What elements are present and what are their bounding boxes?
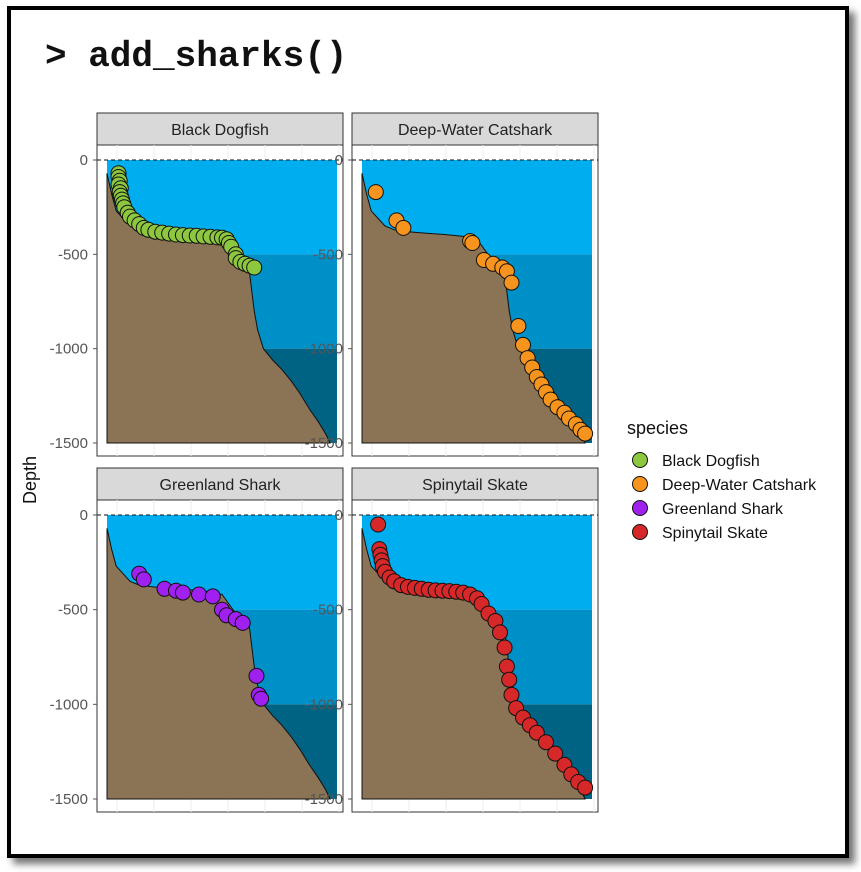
- legend-label: Greenland Shark: [662, 501, 784, 518]
- legend-key: [632, 452, 648, 468]
- panel-1: Black Dogfish 0 -500 -1000 -1500: [50, 112, 344, 457]
- legend-key: [632, 524, 648, 540]
- y-tick-label: -1500: [50, 435, 88, 452]
- y-tick-label: -1000: [50, 341, 88, 358]
- data-point: [370, 516, 387, 533]
- data-point: [191, 586, 207, 603]
- data-point: [395, 219, 412, 236]
- panel-strip-label: Spinytail Skate: [422, 477, 528, 494]
- legend-title: species: [627, 418, 688, 438]
- y-tick-label: -1500: [50, 791, 88, 808]
- y-tick-label: 0: [335, 152, 343, 169]
- panel-2: Deep-Water Catshark 0 -500 -1000 -1500: [305, 112, 599, 457]
- legend-key: [632, 476, 648, 492]
- data-point: [503, 274, 520, 291]
- data-point: [174, 584, 191, 601]
- panel-strip: [351, 112, 599, 146]
- panel-strip-label: Deep-Water Catshark: [398, 122, 553, 139]
- data-point: [367, 184, 384, 201]
- page-title: > add_sharks(): [45, 36, 348, 77]
- legend-label: Spinytail Skate: [662, 525, 768, 542]
- y-tick-label: -500: [313, 246, 343, 263]
- panel-strip: [351, 467, 599, 501]
- data-point: [538, 734, 554, 751]
- y-tick-label: 0: [335, 507, 343, 524]
- panel-strip-label: Greenland Shark: [160, 477, 282, 494]
- data-point: [496, 639, 513, 656]
- y-tick-label: -1500: [305, 435, 343, 452]
- y-tick-label: 0: [80, 507, 88, 524]
- data-point: [246, 259, 263, 276]
- panel-3: Greenland Shark 0 -500 -1000 -1500: [50, 467, 344, 813]
- data-point: [501, 671, 518, 688]
- y-tick-label: -500: [58, 246, 88, 263]
- data-point: [135, 571, 152, 588]
- data-point: [577, 425, 594, 442]
- data-point: [498, 658, 515, 675]
- y-tick-label: -500: [58, 602, 88, 619]
- panel-strip-label: Black Dogfish: [171, 122, 269, 139]
- legend-label: Black Dogfish: [662, 453, 760, 470]
- data-point: [492, 624, 508, 641]
- y-tick-label: -1000: [305, 341, 343, 358]
- data-point: [464, 235, 481, 251]
- y-tick-label: -1500: [305, 791, 343, 808]
- y-axis-title: Depth: [20, 456, 40, 504]
- data-point: [204, 588, 221, 605]
- legend-label: Deep-Water Catshark: [662, 477, 817, 494]
- data-point: [547, 745, 564, 762]
- panel-strip: [96, 467, 344, 501]
- y-tick-label: 0: [80, 152, 88, 169]
- data-point: [577, 779, 594, 796]
- panel-strip: [96, 112, 344, 146]
- data-point: [253, 690, 270, 707]
- y-tick-label: -1000: [50, 696, 88, 713]
- panel-4: Spinytail Skate 0 -500 -1000 -1500: [305, 467, 599, 813]
- y-tick-label: -500: [313, 602, 343, 619]
- y-tick-label: -1000: [305, 696, 343, 713]
- data-point: [510, 318, 527, 334]
- legend: species Black Dogfish Deep-Water Catshark G…: [627, 418, 817, 542]
- data-point: [248, 667, 265, 684]
- data-point: [234, 614, 251, 631]
- legend-key: [632, 500, 648, 516]
